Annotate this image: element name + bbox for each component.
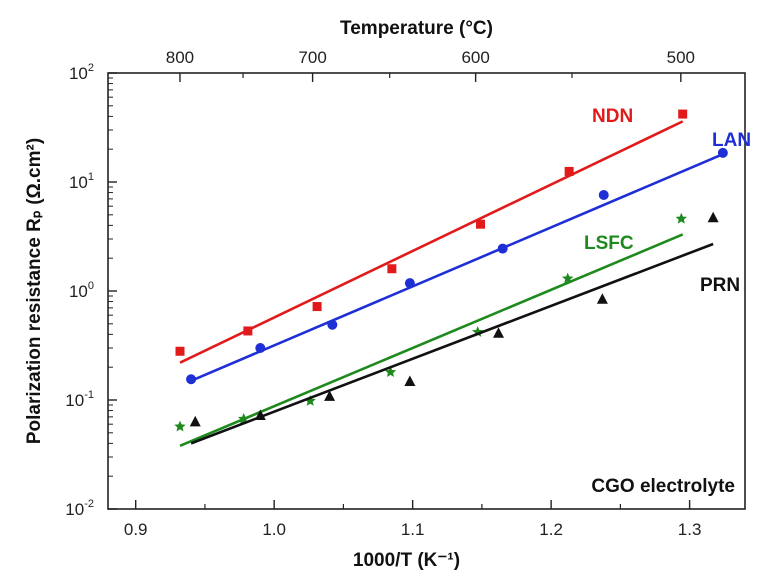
data-point-prn (596, 293, 608, 304)
data-point-lan (255, 342, 266, 353)
y-tick-label: 101 (69, 171, 94, 192)
chart-marks (174, 109, 728, 448)
top-tick-label: 800 (166, 48, 194, 67)
data-point-lsfc (675, 212, 687, 224)
data-point-lan (404, 278, 415, 289)
top-tick-label: 500 (667, 48, 695, 67)
top-tick-label: 600 (461, 48, 489, 67)
fit-line-ndn (179, 120, 684, 364)
data-point-prn (189, 415, 201, 427)
plot-area (107, 72, 746, 510)
annotation-text: CGO electrolyte (591, 476, 735, 497)
series-label-ndn: NDN (592, 106, 633, 127)
fit-line-prn (190, 242, 714, 445)
data-point-lan (327, 319, 338, 330)
data-point-ndn (175, 346, 185, 356)
data-point-prn (707, 211, 719, 223)
y-tick-label: 100 (69, 280, 94, 301)
data-point-lsfc (384, 366, 397, 377)
data-point-lsfc (304, 395, 316, 406)
data-point-lan (598, 189, 609, 200)
y-tick-label: 102 (69, 62, 94, 83)
top-axis-title: Temperature (°C) (340, 18, 493, 39)
data-point-prn (324, 390, 336, 401)
x-axis-title: 1000/T (K⁻¹) (353, 550, 460, 571)
series-lan (186, 147, 728, 385)
data-point-lan (717, 147, 728, 158)
data-point-prn (493, 327, 505, 338)
series-ndn (175, 109, 688, 364)
data-point-ndn (476, 219, 486, 229)
x-tick-label: 1.3 (678, 520, 702, 539)
y-axis-title: Polarization resistance Rₚ (Ω.cm²) (24, 138, 45, 444)
data-point-ndn (387, 264, 397, 274)
chart-labels: 0.9 1.0 1.1 1.2 1.3 800 700 600 500 10-2 10-1 100 10… (24, 18, 751, 571)
data-point-lan (186, 374, 197, 385)
series-label-lsfc: LSFC (584, 233, 634, 254)
x-tick-label: 1.1 (401, 520, 425, 539)
series-label-prn: PRN (700, 275, 740, 296)
y-tick-label: 10-1 (65, 389, 94, 410)
series-label-lan: LAN (712, 130, 751, 151)
data-point-lsfc (562, 272, 574, 284)
x-tick-label: 1.0 (262, 520, 286, 539)
data-point-lan (497, 243, 508, 254)
series-prn (189, 211, 719, 445)
data-point-ndn (564, 166, 574, 176)
fit-line-lan (190, 152, 724, 383)
data-point-ndn (243, 326, 253, 336)
fit-line-lsfc (179, 233, 684, 448)
x-tick-label: 0.9 (124, 520, 148, 539)
x-tick-label: 1.2 (539, 520, 563, 539)
top-tick-label: 700 (298, 48, 326, 67)
series-lsfc (174, 212, 687, 448)
data-point-lsfc (174, 420, 186, 432)
data-point-ndn (678, 109, 688, 119)
data-point-prn (254, 409, 266, 421)
data-point-prn (404, 375, 416, 386)
data-point-ndn (312, 302, 322, 312)
y-tick-label: 10-2 (65, 498, 94, 519)
